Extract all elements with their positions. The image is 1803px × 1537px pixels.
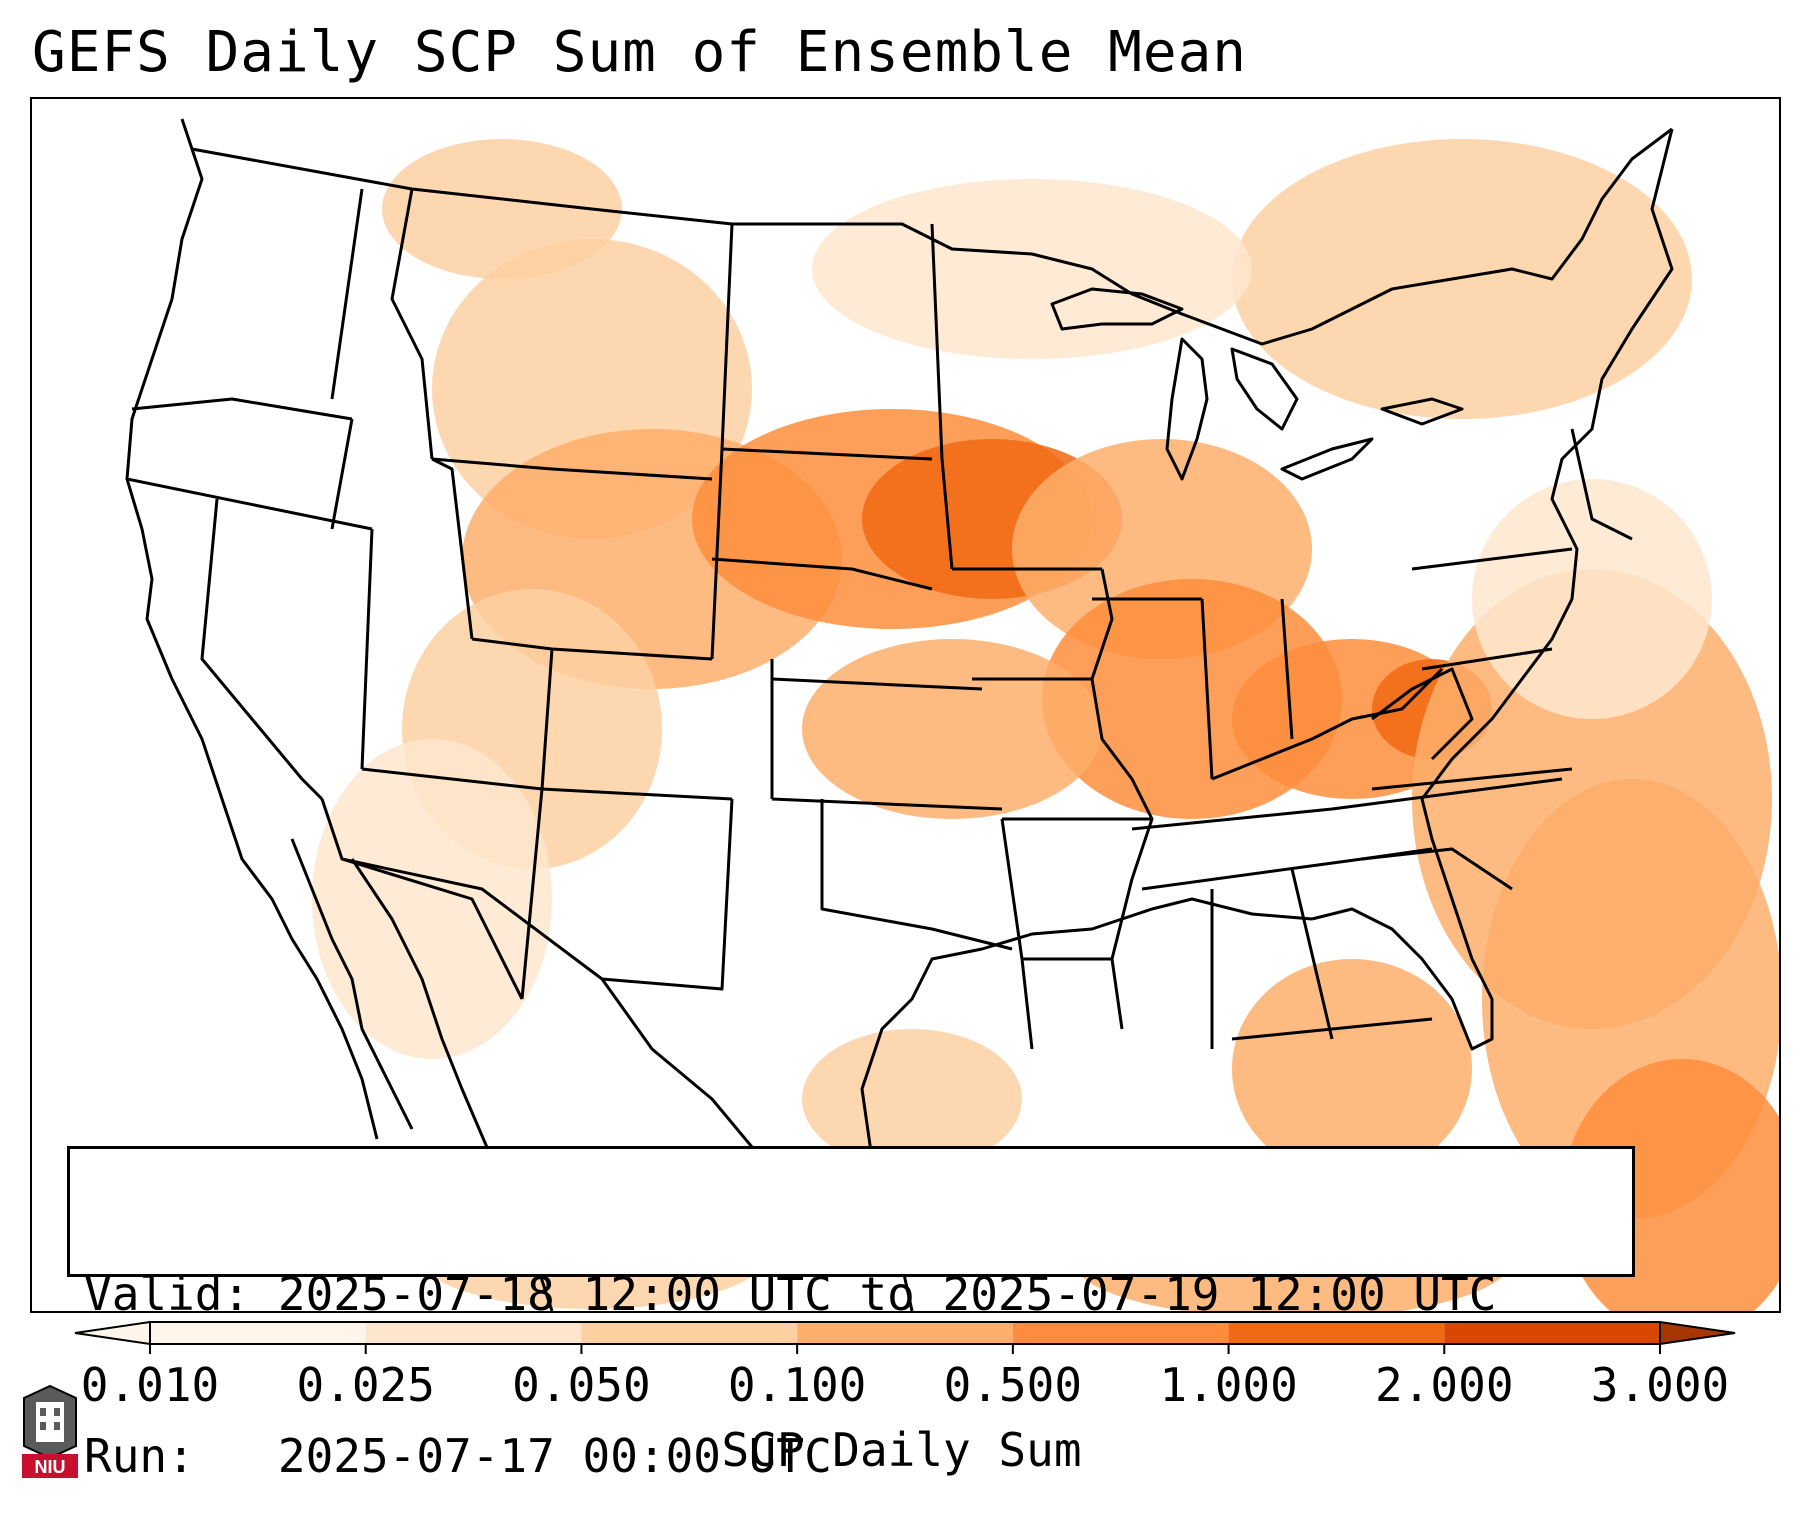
baja-coastline xyxy=(290,838,414,1130)
border-ut-az xyxy=(361,767,543,791)
border-or-id xyxy=(330,418,354,530)
colorbar-tick-label: 0.050 xyxy=(512,1358,651,1412)
lake-superior xyxy=(1050,287,1184,331)
border-ca-nv xyxy=(200,498,324,801)
border-ok-ar xyxy=(1000,818,1024,960)
border-or-ca-nv xyxy=(126,477,373,531)
valid-row: Valid: 2025-07-18 12:00 UTC to 2025-07-1… xyxy=(84,1267,1618,1321)
colorbar-tick-label: 0.025 xyxy=(296,1358,435,1412)
colorbar-tick-label: 1.000 xyxy=(1159,1358,1298,1412)
colorbar xyxy=(74,1320,1736,1354)
colorbar-tick-label: 0.010 xyxy=(80,1358,220,1412)
border-mt-wy xyxy=(431,457,713,481)
border-ga-fl xyxy=(1231,1017,1433,1041)
colorbar-tick-label: 0.100 xyxy=(727,1358,867,1412)
east-coastline xyxy=(1311,128,1674,1051)
border-az-nm xyxy=(520,788,544,1000)
border-mt-nd xyxy=(720,223,734,450)
scp-field-layer xyxy=(312,139,1779,1311)
lake-huron xyxy=(1230,347,1299,431)
border-pa-ny xyxy=(1411,547,1573,571)
border-wa-or xyxy=(131,397,353,421)
state-borders xyxy=(125,118,1674,1311)
scp-shaded-area xyxy=(802,1029,1022,1169)
scp-shaded-area xyxy=(382,139,622,279)
border-nm-tx xyxy=(601,798,734,991)
border-id-mt xyxy=(390,188,434,460)
lake-erie xyxy=(1280,437,1374,481)
border-id-wy xyxy=(431,457,474,640)
colorbar-label: SCP Daily Sum xyxy=(721,1423,1082,1477)
border-ok-tx xyxy=(820,799,1013,951)
border-wv xyxy=(1371,667,1474,761)
colorbar-segment xyxy=(1444,1322,1660,1344)
border-ky-tn xyxy=(1131,777,1563,831)
lake-michigan xyxy=(1165,337,1209,481)
run-value: 2025-07-17 00:00 UTC xyxy=(277,1429,832,1483)
border-ks-ok xyxy=(771,797,1003,811)
border-ca-az xyxy=(320,798,524,1000)
scp-shaded-area xyxy=(1232,959,1472,1179)
colorbar-segment xyxy=(797,1322,1013,1344)
map-canvas xyxy=(125,118,1779,1311)
border-in-oh xyxy=(1280,598,1294,740)
colorbar-tick-label: 0.500 xyxy=(943,1358,1083,1412)
colorbar-outline xyxy=(149,1321,1661,1345)
valid-run-info-box: Valid: 2025-07-18 12:00 UTC to 2025-07-1… xyxy=(67,1146,1635,1483)
border-nv-ut xyxy=(360,528,374,770)
run-row: Run: 2025-07-17 00:00 UTC xyxy=(84,1429,1618,1483)
scp-shaded-area xyxy=(312,739,552,1059)
border-nc-sc xyxy=(1361,847,1513,891)
colorbar-extend-high xyxy=(1659,1320,1736,1346)
logo-text: NIU xyxy=(35,1457,66,1477)
scp-shaded-area xyxy=(1472,479,1712,719)
border-al-ga xyxy=(1290,868,1334,1040)
border-nd-sd xyxy=(721,447,933,461)
colorbar-tick-label: 2.000 xyxy=(1375,1358,1514,1412)
scp-shaded-area xyxy=(812,179,1252,359)
border-wy-sd-ne xyxy=(710,448,724,660)
colorbar-segment xyxy=(581,1322,798,1344)
colorbar-segment xyxy=(1228,1322,1445,1344)
west-coastline xyxy=(125,118,379,1140)
border-nd-mn xyxy=(930,223,954,570)
valid-value: 2025-07-18 12:00 UTC to 2025-07-19 12:00… xyxy=(277,1267,1497,1321)
map-title: GEFS Daily SCP Sum of Ensemble Mean xyxy=(32,20,1248,85)
border-sd-ne xyxy=(711,557,933,591)
border-new-england xyxy=(1570,428,1633,541)
border-mississippi-river xyxy=(1090,568,1154,1030)
border-co-nm xyxy=(541,787,733,801)
scp-shaded-area xyxy=(1232,139,1692,419)
valid-label: Valid: xyxy=(84,1267,251,1321)
canada-border xyxy=(191,127,1673,346)
colorbar-segment xyxy=(365,1322,582,1344)
border-tx-la xyxy=(1020,958,1034,1050)
border-wa-id xyxy=(330,188,364,400)
map-panel[interactable] xyxy=(30,97,1781,1313)
run-label: Run: xyxy=(84,1429,195,1483)
border-va-nc xyxy=(1371,767,1573,791)
lake-ontario xyxy=(1380,397,1464,426)
border-ne-ks xyxy=(771,677,983,691)
colorbar-segment xyxy=(1012,1322,1229,1344)
colorbar-segment xyxy=(150,1322,366,1344)
university-tower-icon: NIU xyxy=(22,1384,78,1478)
border-il-in xyxy=(1200,598,1214,780)
colorbar-tick-label: 3.000 xyxy=(1590,1358,1730,1412)
border-ut-co xyxy=(540,648,554,790)
border-ohio-river xyxy=(1211,667,1444,781)
colorbar-extend-low xyxy=(74,1320,151,1346)
scp-shaded-area xyxy=(802,639,1102,819)
border-pa-md xyxy=(1421,647,1553,671)
